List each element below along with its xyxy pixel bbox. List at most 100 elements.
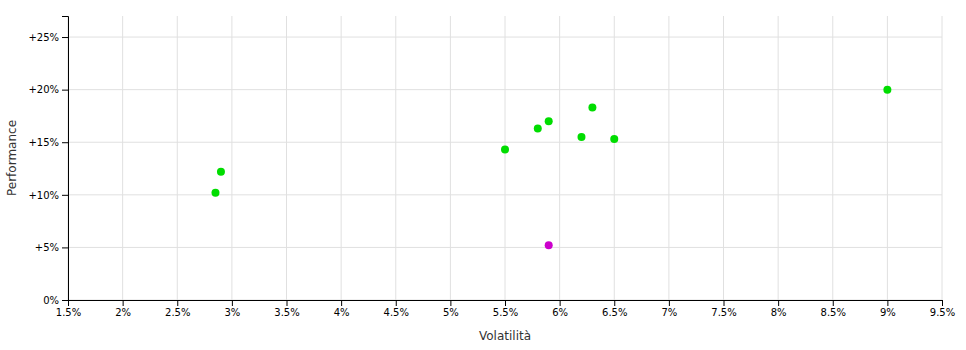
x-tick: 9.5% xyxy=(930,300,955,318)
y-tick: +20% xyxy=(28,84,68,95)
grid xyxy=(68,16,942,300)
x-tick-label: 3% xyxy=(224,307,240,318)
grid-line-y xyxy=(68,194,942,195)
y-tick-mark xyxy=(62,300,68,301)
grid-line-x xyxy=(723,16,724,300)
y-tick: +10% xyxy=(28,190,68,201)
x-tick: 7% xyxy=(661,300,677,318)
grid-line-x xyxy=(778,16,779,300)
y-tick-label: +15% xyxy=(28,137,59,148)
x-tick-label: 9% xyxy=(880,307,896,318)
x-tick: 5% xyxy=(443,300,459,318)
y-tick-label: +20% xyxy=(28,84,59,95)
x-tick-label: 5.5% xyxy=(493,307,518,318)
x-tick-label: 7% xyxy=(661,307,677,318)
x-tick-label: 5% xyxy=(443,307,459,318)
chart-svg: 1.5% 2% 2.5% 3% 3.5% 4% 4.5% 5% 5.5% 6% 6.5% 7% 7.5%… xyxy=(0,0,966,350)
grid-line-x xyxy=(614,16,615,300)
x-tick: 3.5% xyxy=(274,300,299,318)
y-tick-label: +25% xyxy=(28,32,59,43)
y-axis-title: Performance xyxy=(5,120,19,196)
plot-area xyxy=(211,86,891,250)
grid-line-x xyxy=(505,16,506,300)
x-tick-mark xyxy=(724,300,725,306)
x-axis-title: Volatilità xyxy=(479,329,531,343)
x-tick-mark xyxy=(177,300,178,306)
x-tick: 8.5% xyxy=(821,300,846,318)
x-tick-label: 8% xyxy=(771,307,787,318)
point xyxy=(883,86,891,94)
point xyxy=(588,104,596,112)
grid-line-x xyxy=(395,16,396,300)
x-tick: 9% xyxy=(880,300,896,318)
x-tick: 2% xyxy=(115,300,131,318)
grid-line-y xyxy=(68,247,942,248)
x-tick-label: 1.5% xyxy=(56,307,81,318)
point xyxy=(217,168,225,176)
x-tick-mark xyxy=(778,300,779,306)
x-tick-label: 2% xyxy=(115,307,131,318)
y-tick-mark xyxy=(62,195,68,196)
point xyxy=(577,133,585,141)
x-axis-line xyxy=(69,301,943,307)
x-tick-label: 9.5% xyxy=(930,307,955,318)
point xyxy=(545,117,553,125)
x-tick-mark xyxy=(669,300,670,306)
grid-line-x xyxy=(286,16,287,300)
series xyxy=(211,86,891,197)
grid-line-y xyxy=(68,142,942,143)
y-axis: 0% +5% +10% +15% +20% +25% xyxy=(28,17,68,306)
x-tick-mark xyxy=(833,300,834,306)
x-tick-mark xyxy=(560,300,561,306)
y-tick-mark xyxy=(62,142,68,143)
x-tick-mark xyxy=(123,300,124,306)
x-tick: 5.5% xyxy=(493,300,518,318)
y-tick: +15% xyxy=(28,137,68,148)
y-tick-label: +5% xyxy=(35,242,59,253)
x-tick: 7.5% xyxy=(711,300,736,318)
x-tick-label: 6% xyxy=(552,307,568,318)
x-tick: 2.5% xyxy=(165,300,190,318)
grid-line-x xyxy=(450,16,451,300)
x-tick-mark xyxy=(287,300,288,306)
x-tick-mark xyxy=(942,300,943,306)
x-tick-label: 3.5% xyxy=(274,307,299,318)
x-axis: 1.5% 2% 2.5% 3% 3.5% 4% 4.5% 5% 5.5% 6% 6.5% 7% 7.5%… xyxy=(56,300,955,318)
x-tick: 6.5% xyxy=(602,300,627,318)
x-tick: 3% xyxy=(224,300,240,318)
x-tick-mark xyxy=(505,300,506,306)
x-tick-mark xyxy=(614,300,615,306)
point xyxy=(545,241,553,249)
y-tick-mark xyxy=(62,90,68,91)
x-tick-label: 4.5% xyxy=(384,307,409,318)
x-tick-mark xyxy=(396,300,397,306)
y-tick: +25% xyxy=(28,32,68,43)
y-tick: 0% xyxy=(43,295,68,306)
grid-line-x xyxy=(341,16,342,300)
grid-line-x xyxy=(832,16,833,300)
grid-line-x xyxy=(559,16,560,300)
grid-line-y xyxy=(68,89,942,90)
x-tick-mark xyxy=(450,300,451,306)
x-tick-label: 7.5% xyxy=(711,307,736,318)
point xyxy=(534,125,542,133)
y-tick-mark xyxy=(62,37,68,38)
x-tick-mark xyxy=(341,300,342,306)
x-tick-label: 2.5% xyxy=(165,307,190,318)
grid-line-y xyxy=(68,37,942,38)
grid-line-x xyxy=(177,16,178,300)
x-tick-label: 6.5% xyxy=(602,307,627,318)
y-tick-label: 0% xyxy=(43,295,59,306)
y-tick-label: +10% xyxy=(28,190,59,201)
series xyxy=(545,241,553,249)
x-tick: 4% xyxy=(334,300,350,318)
x-tick: 6% xyxy=(552,300,568,318)
grid-line-x xyxy=(231,16,232,300)
x-tick: 1.5% xyxy=(56,300,81,318)
point xyxy=(501,146,509,154)
x-tick-mark xyxy=(887,300,888,306)
x-tick-mark xyxy=(232,300,233,306)
x-tick-label: 8.5% xyxy=(821,307,846,318)
x-tick-label: 4% xyxy=(334,307,350,318)
point xyxy=(211,189,219,197)
